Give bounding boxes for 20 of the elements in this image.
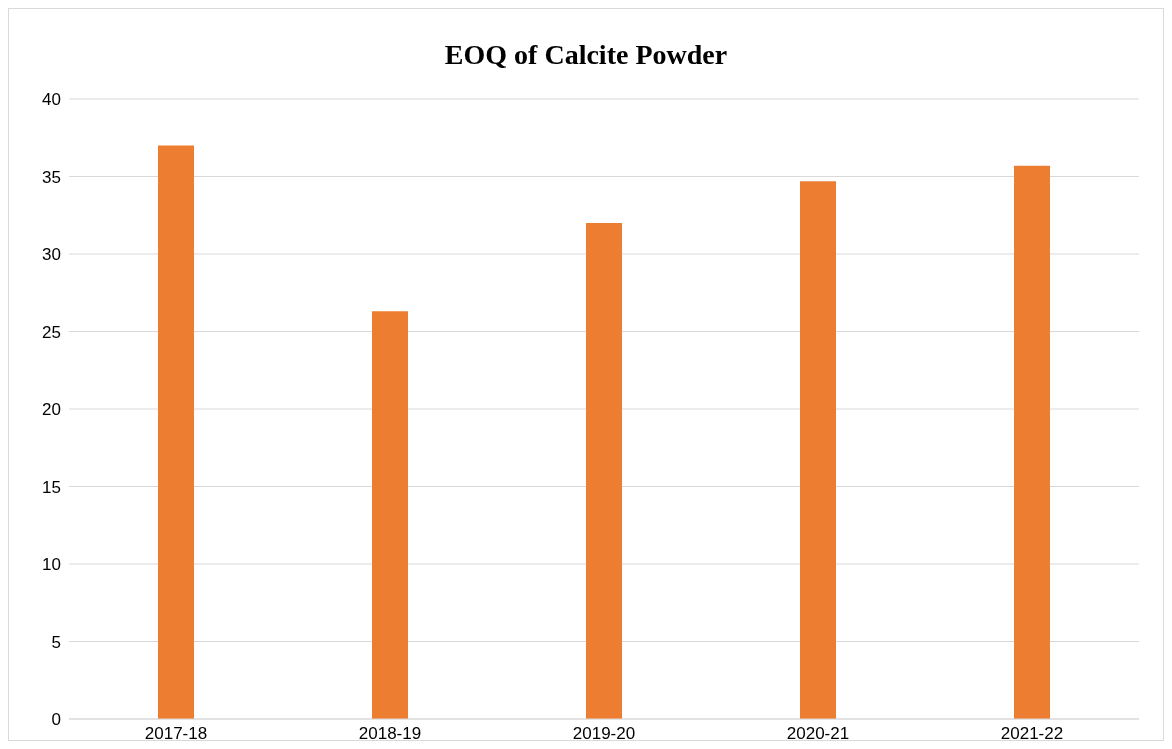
y-tick-label: 30 bbox=[42, 245, 61, 265]
y-tick-label: 10 bbox=[42, 555, 61, 575]
chart-title: EOQ of Calcite Powder bbox=[443, 38, 729, 72]
y-tick-label: 40 bbox=[42, 90, 61, 110]
x-tick-label: 2018-19 bbox=[358, 724, 422, 744]
x-tick-label: 2021-22 bbox=[1000, 724, 1064, 744]
bar bbox=[800, 181, 836, 719]
bar bbox=[586, 223, 622, 719]
bar bbox=[1014, 165, 1050, 719]
x-tick-label: 2019-20 bbox=[572, 724, 636, 744]
y-tick-label: 25 bbox=[42, 322, 61, 342]
y-tick-label: 0 bbox=[51, 710, 61, 730]
y-tick-label: 15 bbox=[42, 477, 61, 497]
bar bbox=[158, 145, 194, 719]
x-tick-label: 2020-21 bbox=[786, 724, 850, 744]
x-tick-label: 2017-18 bbox=[144, 724, 208, 744]
bar bbox=[372, 311, 408, 719]
y-tick-label: 5 bbox=[51, 632, 61, 652]
y-tick-label: 20 bbox=[42, 400, 61, 420]
y-tick-label: 35 bbox=[42, 167, 61, 187]
